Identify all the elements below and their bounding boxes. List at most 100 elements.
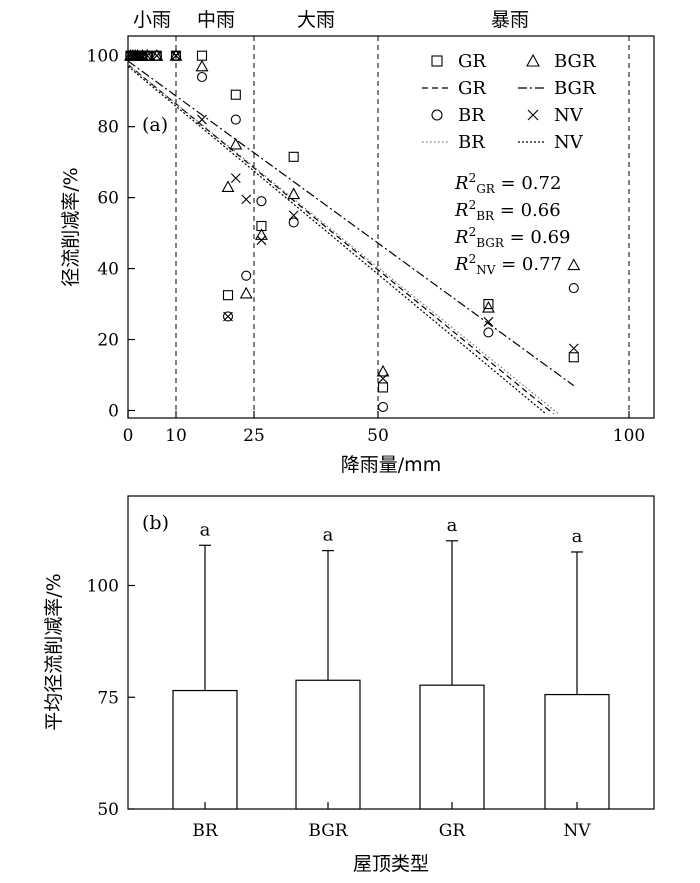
y-tick-label: 100 [87,577,119,597]
point-nv [568,343,579,354]
point-nv [125,50,136,61]
x-tick-label: 50 [367,426,389,446]
point-nv [142,50,153,61]
panel-label-a: (a) [142,114,168,136]
x-tick-label: 100 [613,426,645,446]
fit-line-br [127,64,560,415]
legend-line-gr-label: GR [458,78,486,99]
point-bgr [239,286,253,299]
x-tick-label-gr: GR [439,821,467,841]
bar-panel: (b) 50 75 100 a BR a BGR a GR a NV 屋顶类型 平均径流削减率/% [43,495,655,875]
bar-gr [419,684,485,810]
point-nv [127,50,138,61]
point-br [568,283,579,294]
r2-br: R2BR = 0.66 [454,198,561,223]
r2-bgr: R2BGR = 0.69 [454,225,570,250]
x-tick-label-nv: NV [563,821,591,841]
category-label-storm: 暴雨 [491,9,529,31]
legend-marker-bgr-label: BGR [554,51,596,72]
legend-marker-gr-swatch [431,55,443,67]
point-nv [256,235,267,246]
category-labels: 小雨 中雨 大雨 暴雨 [133,9,529,31]
point-bgr [255,228,268,240]
significance-br: a [200,519,211,540]
y-axis-bottom: 50 75 100 [87,577,135,820]
y-tick-label: 40 [97,260,119,280]
point-nv [137,50,148,61]
x-tick-label: 0 [123,426,134,446]
point-gr [288,151,299,162]
legend: GR BGR GR BGR BR NV BR NV [422,51,596,153]
point-gr [377,382,389,393]
r2-nv: R2NV = 0.77 [454,252,562,277]
y-tick-label: 100 [87,47,119,67]
y-tick-label: 80 [97,118,119,138]
y-axis-top: 0 20 40 60 80 100 [87,47,135,422]
point-gr [230,89,241,100]
point-gr [222,290,234,301]
x-tick-label: 10 [165,426,187,446]
point-br [241,270,252,281]
bar-nv [544,693,610,810]
y-tick-label: 60 [97,189,119,209]
y-tick-label: 75 [97,688,119,708]
bar-br [172,689,238,810]
point-nv [483,316,494,327]
point-br [288,217,299,228]
legend-marker-br-label: BR [458,105,485,126]
point-nv [130,50,141,61]
y-axis-title-top: 径流削减率/% [60,167,82,286]
point-nv [288,210,299,221]
plot-frame-bottom [127,495,655,810]
point-nv [223,311,233,322]
point-bgr [376,364,390,377]
x-tick-label-bgr: BGR [308,821,348,841]
category-label-light: 小雨 [133,9,171,31]
point-nv [230,173,241,183]
point-nv [241,194,252,205]
point-nv [151,50,162,61]
point-nv [197,114,207,125]
x-axis-title-top: 降雨量/mm [341,454,441,476]
point-gr [483,299,494,310]
point-br [151,50,162,61]
point-bgr [195,59,209,72]
legend-line-br-label: BR [458,132,485,153]
legend-marker-nv-label: NV [554,105,584,126]
legend-line-nv-label: NV [554,132,584,153]
point-bgr [567,258,581,271]
plot-frame-top [127,35,655,419]
y-axis-title-bottom: 平均径流削减率/% [43,573,65,730]
point-br [222,311,234,322]
category-label-moderate: 中雨 [197,9,235,31]
legend-marker-gr-label: GR [458,51,486,72]
significance-gr: a [447,515,458,536]
point-bgr [229,137,243,150]
x-tick-label: 25 [243,426,265,446]
point-br [377,401,389,413]
x-axis-top: 0 10 25 50 100 [123,411,645,446]
category-dividers [175,36,630,418]
point-bgr [482,300,495,313]
r2-gr: R2GR = 0.72 [454,171,561,196]
point-br [256,196,267,207]
point-br [196,71,208,83]
category-label-heavy: 大雨 [297,9,335,31]
panel-label-b: (b) [142,512,169,534]
fit-line-nv [127,65,547,415]
legend-line-bgr-label: BGR [554,78,596,99]
y-tick-label: 50 [97,800,119,820]
legend-marker-br-swatch [431,109,443,121]
point-br [483,327,494,338]
bar-bgr [295,679,361,810]
point-bgr [221,180,235,193]
data-points [123,49,581,413]
point-br [170,50,182,61]
fit-line-bgr [127,60,575,387]
x-axis-title-bottom: 屋顶类型 [353,853,429,875]
y-tick-label: 20 [97,331,119,351]
point-gr [568,352,579,363]
